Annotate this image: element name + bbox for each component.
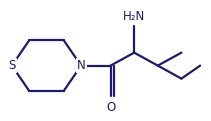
Text: O: O <box>106 101 115 114</box>
Text: S: S <box>8 59 16 72</box>
Text: H₂N: H₂N <box>123 10 145 23</box>
Text: N: N <box>77 59 85 72</box>
